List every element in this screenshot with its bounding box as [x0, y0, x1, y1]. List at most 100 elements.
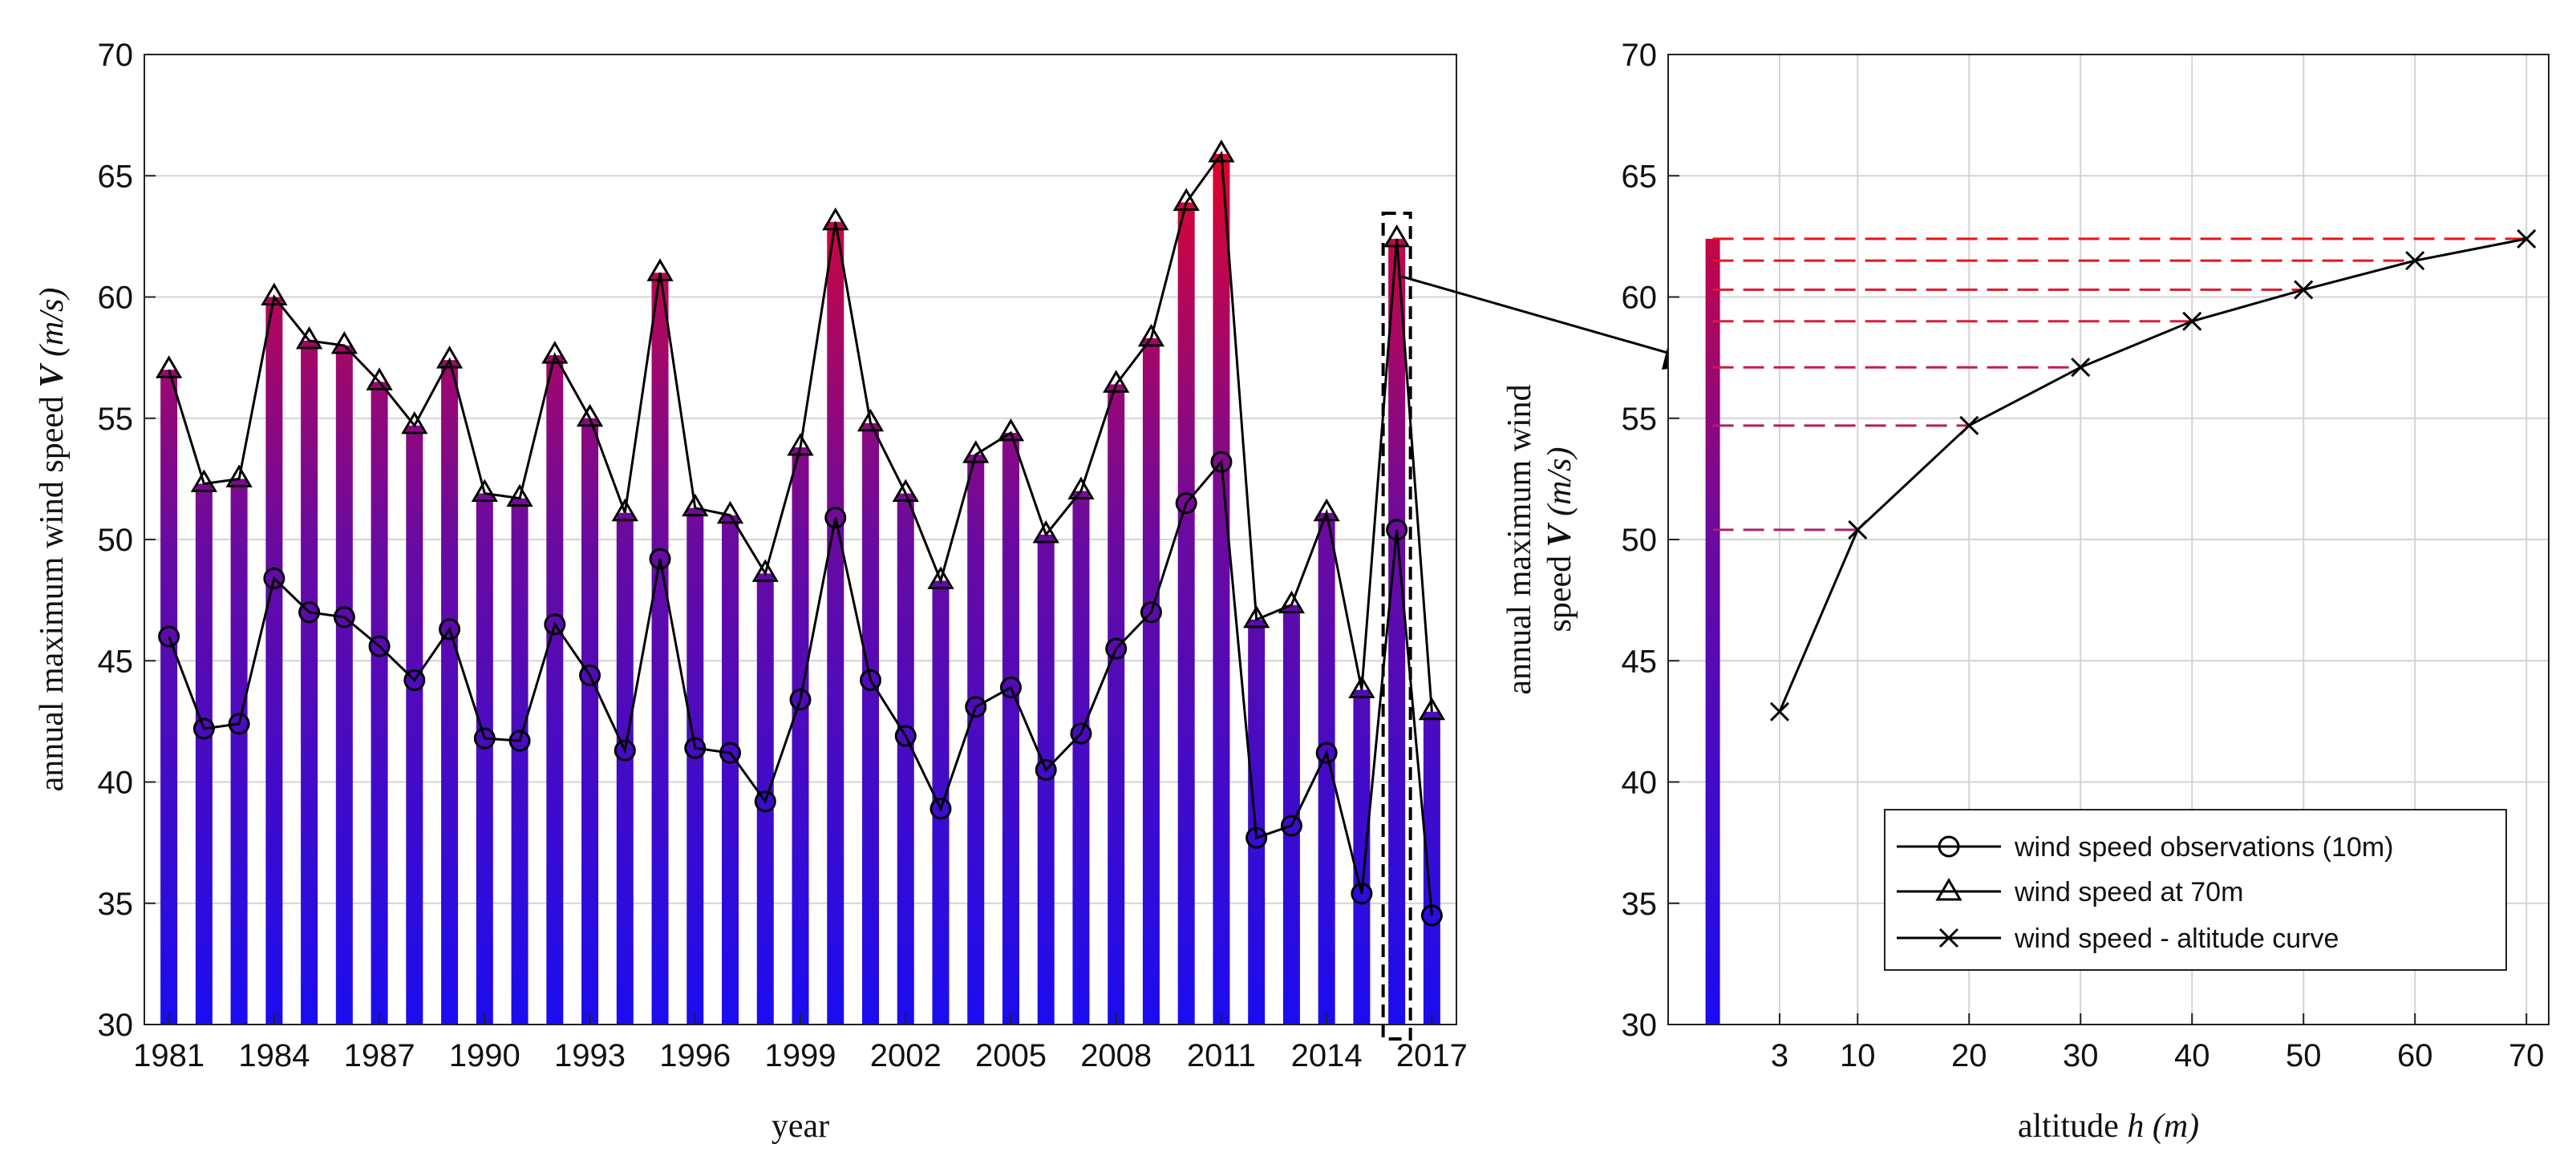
triangle-marker-1985: [295, 325, 323, 350]
x-tick-label: 2017: [1396, 1038, 1468, 1073]
y-tick-label: 35: [1622, 887, 1658, 922]
triangle-marker-2011: [1208, 139, 1235, 163]
right-dashed-guides: [1712, 237, 2527, 531]
bar-1996: [687, 507, 704, 1025]
triangle-marker-1996: [682, 493, 709, 517]
circle-marker-1999: [789, 689, 812, 711]
triangle-marker-1991: [506, 483, 533, 507]
triangle-marker-1990: [471, 479, 498, 503]
x-tick-label: 1999: [765, 1038, 836, 1073]
triangle-marker-2015: [1348, 675, 1375, 699]
legend-circle-marker: [1938, 835, 1960, 858]
x-tick-label: 50: [2286, 1038, 2322, 1073]
triangle-marker-2004: [962, 440, 990, 463]
legend-entry-70m: wind speed at 70m: [1897, 877, 2243, 907]
bar-1992: [546, 355, 564, 1025]
triangle-marker-2000: [822, 207, 849, 231]
right-y-axis-label-line1: annual maximum wind: [1501, 384, 1538, 694]
bar-2011: [1213, 154, 1230, 1025]
x-tick-label: 1987: [344, 1038, 415, 1073]
left-ticks: 30 35 40 45 50 55 60 65 70 1981 1984 1987 1990 1993 19…: [98, 38, 1468, 1073]
circle-marker-1989: [439, 618, 461, 641]
bar-2015: [1353, 689, 1371, 1025]
bar-2004: [967, 455, 985, 1025]
circle-marker-2012: [1245, 827, 1268, 849]
bar-1993: [581, 418, 599, 1025]
triangle-marker-2002: [892, 479, 919, 503]
triangle-marker-1995: [646, 258, 674, 281]
circle-marker-2005: [999, 677, 1022, 699]
y-tick-label: 30: [98, 1008, 134, 1043]
triangle-marker-1986: [330, 331, 358, 354]
bar-2013: [1282, 604, 1300, 1025]
y-tick-label: 30: [1622, 1008, 1658, 1043]
bar-1987: [371, 382, 388, 1025]
circle-marker-1988: [403, 669, 426, 691]
right-curve: [1778, 237, 2527, 713]
series-line-70m: [168, 150, 1433, 712]
bar-2003: [932, 580, 950, 1025]
bar-2016: [1388, 238, 1406, 1025]
y-tick-label: 35: [98, 887, 134, 922]
y-tick-label: 60: [1622, 281, 1658, 316]
x-marker-60m: [2405, 251, 2425, 271]
bar-1988: [406, 425, 423, 1025]
y-tick-label: 50: [1622, 523, 1658, 558]
y-tick-label: 40: [1622, 766, 1658, 801]
x-tick-label: 2002: [870, 1038, 942, 1073]
y-tick-label: 55: [1622, 402, 1658, 437]
left-y-axis-label: annual maximum wind speed V (m/s): [34, 288, 71, 792]
y-tick-label: 70: [1622, 38, 1658, 73]
right-y-axis-label-line2: speed V (m/s): [1541, 447, 1578, 633]
y-tick-label: 60: [98, 281, 134, 316]
bar-1982: [195, 483, 213, 1025]
x-tick-label: 1993: [554, 1038, 626, 1073]
triangle-marker-1993: [576, 403, 604, 427]
x-marker-40m: [2182, 311, 2202, 331]
circle-marker-1993: [579, 664, 601, 686]
highlight-box-2016: [1381, 212, 1412, 1041]
circle-marker-1981: [158, 625, 180, 648]
bar-1995: [651, 273, 669, 1025]
altitude-curve-line: [1778, 237, 2527, 713]
y-tick-label: 65: [98, 159, 134, 194]
circle-marker-1995: [649, 548, 671, 570]
right-ticks: 30 35 40 45 50 55 60 65 70 3 10 20 30 40 50 60 70: [1622, 38, 2545, 1073]
triangle-marker-1982: [190, 469, 217, 492]
triangle-marker-1983: [225, 464, 253, 487]
right-markers: [1769, 228, 2537, 721]
legend-entry-curve: wind speed - altitude curve: [1897, 924, 2339, 954]
bar-1989: [441, 360, 459, 1025]
triangle-marker-2016: [1383, 224, 1411, 248]
left-x-axis-label: year: [772, 1108, 829, 1145]
legend-x-marker: [1938, 928, 1959, 948]
circle-marker-2006: [1035, 758, 1057, 781]
bar-1994: [616, 512, 634, 1025]
triangle-marker-1989: [435, 346, 464, 369]
right-chart: 30 35 40 45 50 55 60 65 70 3 10 20 30 40 50 60 70 altitu…: [1501, 38, 2550, 1145]
altitude-profile-bar: [1705, 238, 1720, 1025]
x-tick-label: 1981: [133, 1038, 205, 1073]
circle-marker-1986: [333, 606, 355, 628]
x-tick-label: 30: [2063, 1038, 2099, 1073]
bar-1984: [265, 297, 283, 1025]
legend-box: [1884, 809, 2507, 971]
triangle-marker-2006: [1032, 519, 1059, 544]
circle-marker-1997: [719, 742, 742, 764]
circle-marker-2010: [1175, 492, 1197, 515]
triangle-marker-1999: [787, 433, 814, 456]
left-lines: [168, 150, 1433, 916]
bar-2012: [1248, 619, 1266, 1025]
bar-1990: [476, 493, 493, 1025]
triangle-marker-2008: [1103, 370, 1130, 393]
triangle-marker-1988: [401, 410, 428, 434]
y-tick-label: 45: [1622, 644, 1658, 679]
triangle-marker-2014: [1313, 498, 1340, 522]
right-x-axis-label: altitude h (m): [2018, 1108, 2199, 1145]
legend-entry-observations: wind speed observations (10m): [1897, 832, 2393, 863]
circle-marker-2004: [965, 696, 987, 718]
circle-marker-2011: [1210, 451, 1233, 473]
bar-1997: [722, 515, 739, 1025]
y-tick-label: 50: [98, 523, 134, 558]
bar-2001: [861, 422, 879, 1025]
